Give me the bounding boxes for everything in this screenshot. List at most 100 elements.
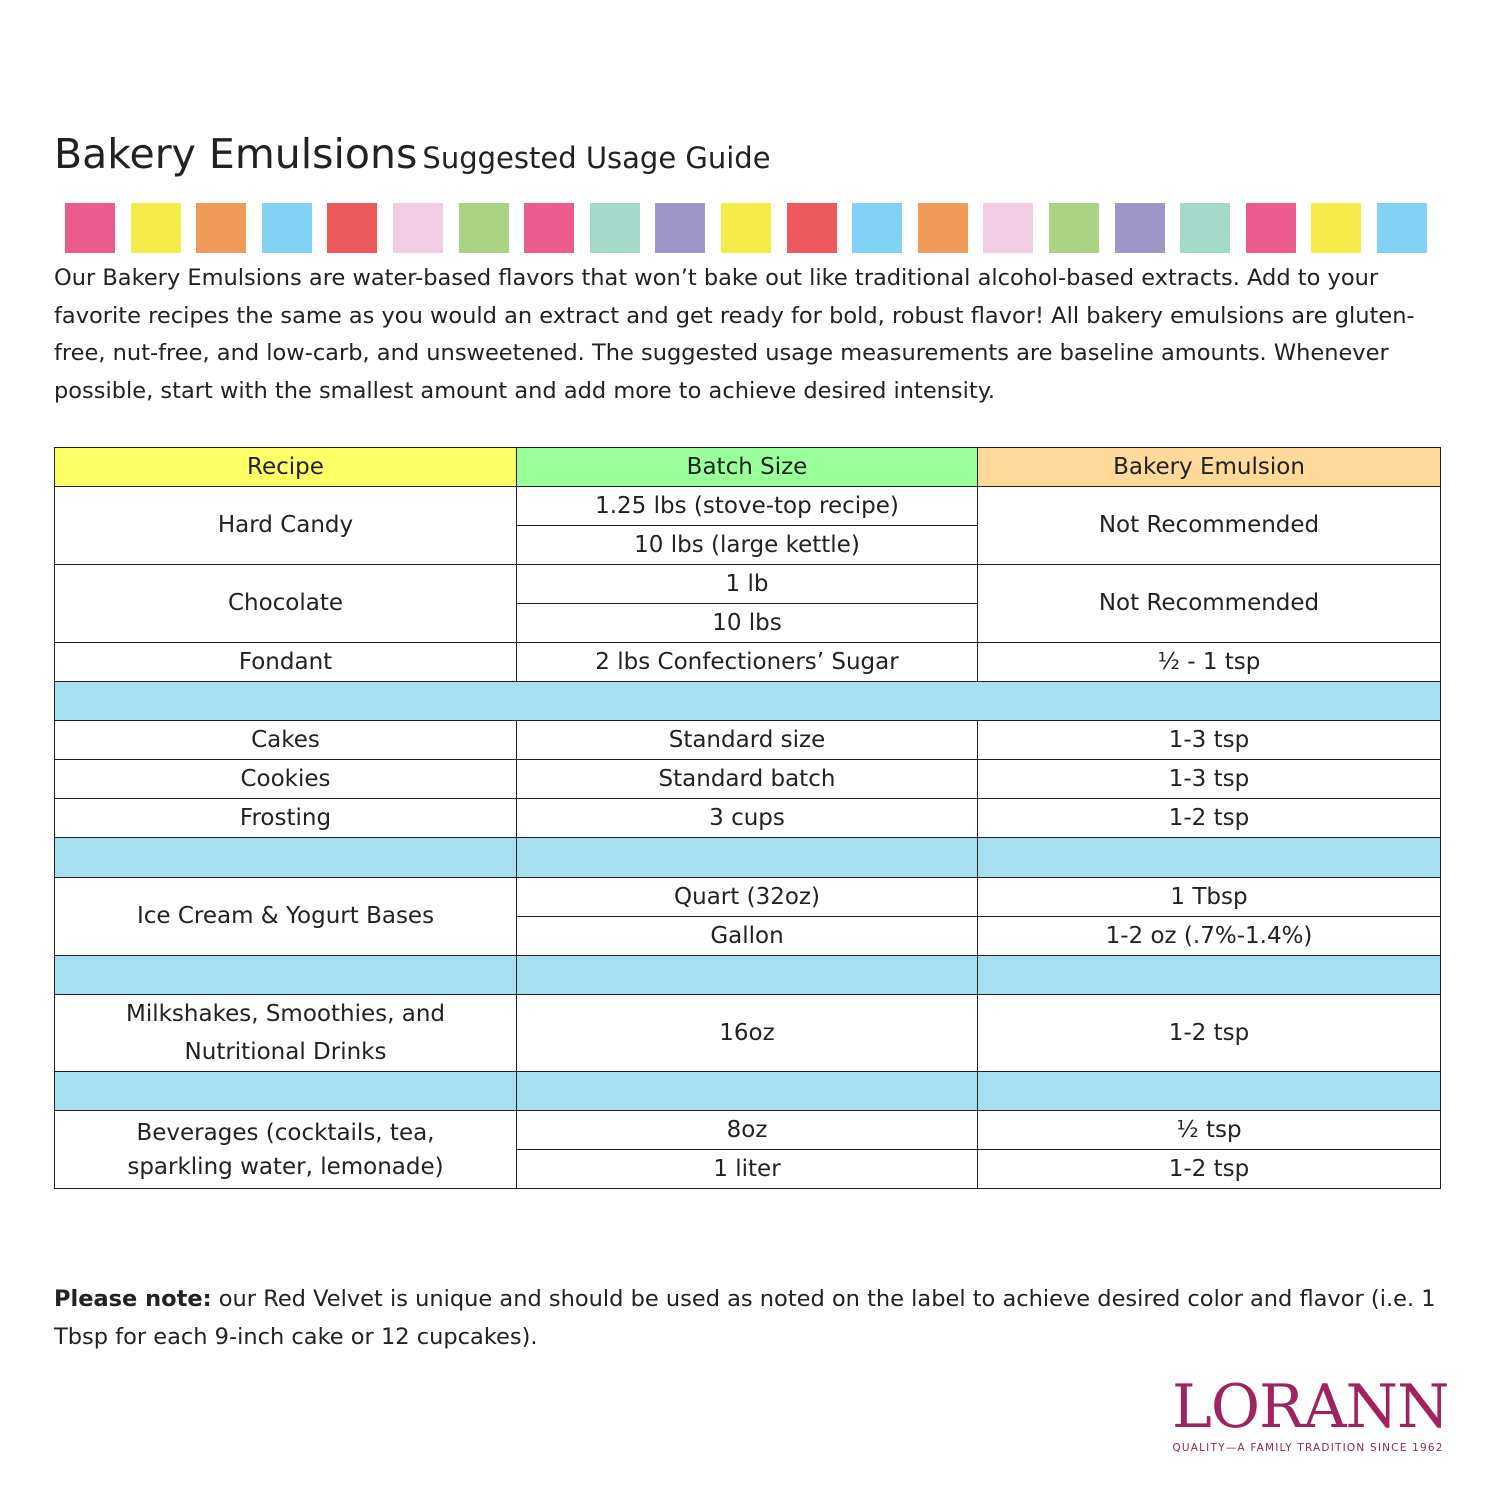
color-swatch xyxy=(1180,203,1231,253)
amount-cell: 1-2 oz (.7%-1.4%) xyxy=(977,916,1441,956)
color-swatch xyxy=(655,203,706,253)
table-row: 1 liter 1-2 tsp xyxy=(55,1149,1441,1189)
separator-cell xyxy=(516,837,978,878)
color-swatch xyxy=(65,203,115,253)
color-swatch xyxy=(917,203,968,253)
color-swatch xyxy=(458,203,509,253)
usage-table: Recipe Batch Size Bakery Emulsion Hard C… xyxy=(54,447,1441,1189)
amount-cell: Not Recommended xyxy=(977,486,1441,565)
table-row: Gallon 1-2 oz (.7%-1.4%) xyxy=(55,916,1441,956)
separator-cell xyxy=(54,681,1441,721)
separator-cell xyxy=(977,837,1441,878)
batch-cell: Standard size xyxy=(516,720,978,760)
color-swatch xyxy=(1049,203,1099,253)
batch-cell: 10 lbs (large kettle) xyxy=(516,525,978,565)
batch-cell: 1.25 lbs (stove-top recipe) xyxy=(516,486,978,526)
table-row: Frosting 3 cups 1-2 tsp xyxy=(54,798,1441,838)
recipe-cell: Frosting xyxy=(54,798,517,838)
logo-tagline: QUALITY—A FAMILY TRADITION SINCE 1962 xyxy=(1172,1442,1444,1454)
separator-cell xyxy=(977,1071,1441,1111)
title-main: Bakery Emulsions xyxy=(54,130,418,178)
batch-cell: 1 lb xyxy=(516,564,978,604)
color-swatch xyxy=(1114,203,1165,253)
batch-cell: 10 lbs xyxy=(516,603,978,643)
separator-cell xyxy=(54,955,517,995)
separator-cell xyxy=(516,1071,978,1111)
recipe-line: Milkshakes, Smoothies, and xyxy=(125,1001,445,1027)
header-bakery-emulsion: Bakery Emulsion xyxy=(977,447,1441,487)
lorann-logo: LORANN QUALITY—A FAMILY TRADITION SINCE … xyxy=(1172,1372,1450,1454)
page-title: Bakery Emulsions Suggested Usage Guide xyxy=(54,130,771,178)
separator-row xyxy=(54,1071,1441,1111)
batch-cell: 8oz xyxy=(516,1110,978,1150)
recipe-cell: Cakes xyxy=(54,720,517,760)
recipe-cell: Beverages (cocktails, tea, sparkling wate… xyxy=(54,1110,517,1189)
header-batch-size: Batch Size xyxy=(516,447,978,487)
color-swatch xyxy=(983,203,1034,253)
color-swatch xyxy=(327,203,378,253)
batch-cell: Standard batch xyxy=(516,759,978,799)
color-swatch xyxy=(589,203,640,253)
separator-cell xyxy=(977,955,1441,995)
amount-cell: 1-2 tsp xyxy=(977,1149,1441,1189)
logo-wordmark: LORANN xyxy=(1172,1372,1450,1442)
recipe-cell: Ice Cream & Yogurt Bases xyxy=(54,877,517,956)
batch-cell: Gallon xyxy=(516,916,978,956)
header-recipe: Recipe xyxy=(54,447,517,487)
batch-cell: 2 lbs Confectioners’ Sugar xyxy=(516,642,978,682)
recipe-line: sparkling water, lemonade) xyxy=(127,1153,444,1180)
color-swatch xyxy=(786,203,837,253)
footnote-text: our Red Velvet is unique and should be u… xyxy=(54,1286,1436,1350)
footnote: Please note: our Red Velvet is unique an… xyxy=(54,1281,1449,1356)
color-swatch xyxy=(524,203,575,253)
amount-cell: 1-2 tsp xyxy=(977,798,1441,838)
batch-cell: 3 cups xyxy=(516,798,978,838)
separator-cell xyxy=(54,1071,517,1111)
table-row: Beverages (cocktails, tea, sparkling wate… xyxy=(54,1110,1441,1189)
table-row: Ice Cream & Yogurt Bases Quart (32oz) 1 Tb… xyxy=(54,877,1441,956)
footnote-label: Please note: xyxy=(54,1286,212,1312)
separator-row xyxy=(54,955,1441,995)
batch-cell: 1 liter xyxy=(516,1149,978,1189)
amount-cell: 1-3 tsp xyxy=(977,720,1441,760)
amount-cell: ½ - 1 tsp xyxy=(977,642,1441,682)
amount-cell: Not Recommended xyxy=(977,564,1441,643)
batch-cell: Quart (32oz) xyxy=(516,877,978,917)
color-swatch xyxy=(721,203,771,253)
table-header-row: Recipe Batch Size Bakery Emulsion xyxy=(54,447,1441,487)
table-row: Hard Candy 1.25 lbs (stove-top recipe) Not… xyxy=(54,486,1441,565)
recipe-line: Nutritional Drinks xyxy=(184,1039,387,1065)
color-swatch xyxy=(130,203,181,253)
table-row: Fondant 2 lbs Confectioners’ Sugar ½ - 1 t… xyxy=(54,642,1441,682)
amount-cell: 1-3 tsp xyxy=(977,759,1441,799)
recipe-cell: Cookies xyxy=(54,759,517,799)
recipe-cell: Fondant xyxy=(54,642,517,682)
table-row: Cakes Standard size 1-3 tsp xyxy=(54,720,1441,760)
color-swatch xyxy=(1311,203,1362,253)
color-swatch xyxy=(1377,203,1427,253)
table-row: Milkshakes, Smoothies, and Nutritional Dr… xyxy=(54,994,1441,1072)
recipe-cell: Hard Candy xyxy=(54,486,517,565)
batch-cell: 16oz xyxy=(516,994,978,1072)
color-swatch xyxy=(852,203,903,253)
separator-row xyxy=(54,681,1441,721)
table-row: Cookies Standard batch 1-3 tsp xyxy=(54,759,1441,799)
recipe-line: Beverages (cocktails, tea, xyxy=(136,1119,435,1146)
separator-row xyxy=(54,837,1441,878)
color-swatch xyxy=(261,203,312,253)
amount-cell: 1 Tbsp xyxy=(977,877,1441,917)
amount-cell: 1-2 tsp xyxy=(977,994,1441,1072)
separator-cell xyxy=(54,837,517,878)
separator-cell xyxy=(516,955,978,995)
recipe-cell: Milkshakes, Smoothies, and Nutritional Dr… xyxy=(54,994,517,1072)
color-swatch xyxy=(196,203,247,253)
color-swatch xyxy=(1245,203,1296,253)
amount-cell: ½ tsp xyxy=(977,1110,1441,1150)
table-row: Chocolate 1 lb Not Recommended xyxy=(54,564,1441,643)
intro-paragraph: Our Bakery Emulsions are water-based fla… xyxy=(54,265,1415,404)
table-row: 10 lbs (large kettle) xyxy=(55,525,1441,565)
color-swatch xyxy=(393,203,443,253)
title-sub: Suggested Usage Guide xyxy=(422,141,771,175)
recipe-cell: Chocolate xyxy=(54,564,517,643)
